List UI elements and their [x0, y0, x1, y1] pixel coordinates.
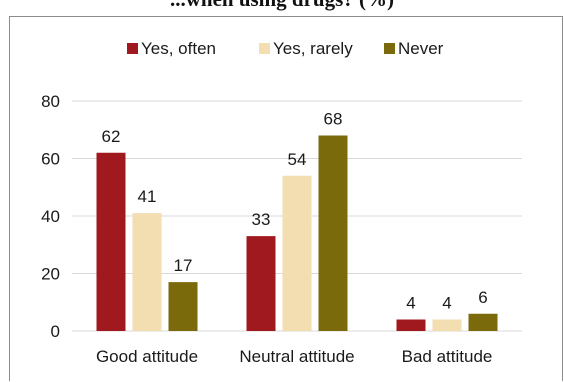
chart-frame	[9, 16, 563, 381]
bar-1-1	[96, 152, 126, 331]
data-label: 68	[324, 110, 343, 129]
chart-title: ...when using drugs? (%)	[0, 0, 564, 12]
legend-label: Yes, rarely	[273, 39, 353, 58]
bar-2-3	[318, 135, 348, 331]
y-tick-label: 20	[41, 265, 60, 284]
bar-3-2	[432, 319, 462, 331]
data-label: 62	[102, 127, 121, 146]
legend-label: Yes, often	[141, 39, 216, 58]
bar-1-2	[132, 213, 162, 331]
data-label: 6	[478, 288, 487, 307]
bar-3-3	[468, 313, 498, 331]
legend-label: Never	[398, 39, 444, 58]
bar-2-1	[246, 236, 276, 331]
y-tick-label: 80	[41, 92, 60, 111]
data-label: 4	[442, 294, 451, 313]
legend-swatch	[384, 43, 395, 54]
x-tick-label: Good attitude	[96, 347, 198, 366]
data-label: 54	[288, 150, 307, 169]
data-label: 17	[174, 256, 193, 275]
bar-3-1	[396, 319, 426, 331]
x-tick-label: Bad attitude	[402, 347, 493, 366]
y-tick-label: 40	[41, 207, 60, 226]
y-tick-label: 60	[41, 150, 60, 169]
legend-swatch	[127, 43, 138, 54]
x-tick-label: Neutral attitude	[239, 347, 354, 366]
data-label: 41	[138, 187, 157, 206]
data-label: 33	[252, 210, 271, 229]
bar-1-3	[168, 282, 198, 331]
bar-2-2	[282, 175, 312, 331]
legend-swatch	[259, 43, 270, 54]
data-label: 4	[406, 294, 415, 313]
y-tick-label: 0	[51, 322, 60, 341]
